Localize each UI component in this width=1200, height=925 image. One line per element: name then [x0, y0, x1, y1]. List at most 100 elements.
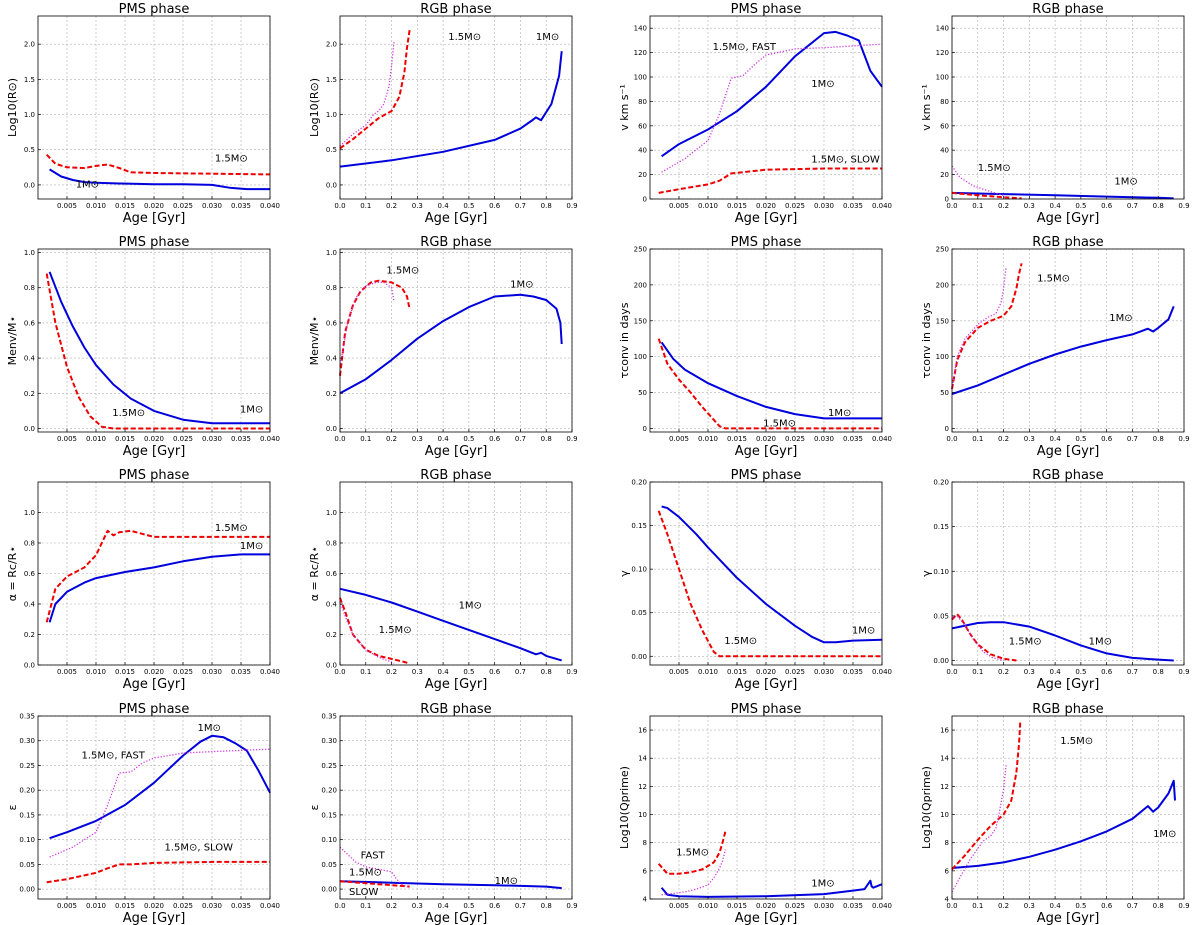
chart-title: PMS phase	[119, 702, 190, 717]
y-tick-label: 0.0	[24, 425, 35, 433]
x-tick-label: 0.005	[57, 902, 77, 910]
y-tick-label: 80	[940, 98, 949, 106]
y-tick-label: 80	[638, 98, 647, 106]
y-tick-label: 0.15	[933, 523, 949, 531]
x-tick-label: 0.005	[669, 902, 689, 910]
chart-title: RGB phase	[420, 235, 491, 250]
y-tick-label: 0.10	[933, 568, 949, 576]
x-tick-label: 0.2	[998, 902, 1009, 910]
y-tick-label: 0	[643, 196, 647, 204]
x-tick-label: 0.020	[756, 435, 776, 443]
x-tick-label: 0.010	[86, 202, 106, 210]
y-tick-label: 1.5	[24, 76, 35, 84]
series-line-solid	[49, 734, 271, 840]
x-tick-label: 0.2	[386, 202, 397, 210]
x-tick-label: 0.025	[785, 202, 805, 210]
series-line-solid	[951, 621, 1174, 662]
x-tick-label: 0.005	[57, 202, 77, 210]
x-axis-label: Age [Gyr]	[1037, 911, 1100, 925]
x-tick-label: 0.8	[1153, 202, 1164, 210]
x-tick-label: 0.3	[412, 668, 423, 676]
chart-panel-13: 0.005 0.010 0.015 0.020 0.025 0.030 0.035 0.040…	[6, 702, 280, 925]
series-line-solid	[661, 505, 883, 644]
series-line-solid	[48, 553, 270, 623]
series-line-solid	[48, 271, 270, 425]
x-tick-label: 0.6	[489, 202, 501, 210]
y-tick-label: 10	[638, 811, 647, 819]
annotation-label: 1M⊙	[1109, 313, 1132, 324]
x-tick-label: 0.030	[202, 668, 222, 676]
x-tick-label: 0.7	[515, 902, 526, 910]
y-tick-label: 20	[638, 171, 647, 179]
x-tick-label: 0.035	[843, 902, 863, 910]
y-tick-label: 0.2	[24, 631, 35, 639]
y-tick-label: 0.0	[326, 662, 337, 670]
chart-title: RGB phase	[1032, 468, 1103, 483]
x-tick-label: 0.4	[438, 668, 450, 676]
y-tick-label: 140	[634, 25, 647, 33]
annotation-label: 1M⊙	[240, 541, 263, 552]
y-tick-label: 8	[945, 839, 949, 847]
y-tick-label: 40	[940, 147, 949, 155]
y-tick-label: 0.2	[326, 631, 337, 639]
chart-title: PMS phase	[119, 2, 190, 17]
axes-frame	[339, 15, 573, 200]
x-tick-label: 0.8	[541, 435, 552, 443]
y-tick-label: 0.5	[24, 146, 35, 154]
series-line-dashed	[45, 273, 270, 430]
y-tick-label: 100	[634, 353, 647, 361]
y-tick-label: 0.6	[326, 319, 338, 327]
x-tick-label: 0.9	[566, 902, 577, 910]
x-tick-label: 0.6	[489, 435, 501, 443]
x-tick-label: 0.020	[144, 202, 164, 210]
x-tick-label: 0.020	[144, 435, 164, 443]
x-tick-label: 0.040	[260, 668, 280, 676]
chart-panel-5: 0.005 0.010 0.015 0.020 0.025 0.030 0.035 0.040…	[6, 235, 280, 459]
series-line-dotted	[951, 266, 1007, 390]
annotation-label: 1M⊙	[1089, 636, 1112, 647]
x-tick-label: 0.0	[946, 902, 957, 910]
chart-panel-1: 0.005 0.010 0.015 0.020 0.025 0.030 0.035 0.040…	[6, 2, 280, 226]
series-line-solid	[660, 879, 883, 898]
y-tick-label: 4	[643, 896, 648, 904]
series-line-solid	[951, 779, 1176, 869]
y-tick-label: 12	[638, 783, 647, 791]
x-tick-label: 0.3	[1024, 902, 1035, 910]
y-tick-label: 0.20	[933, 479, 949, 487]
annotation-label: 1.5M⊙, FAST	[713, 42, 777, 53]
chart-panel-4: 0.0 0.1 0.2 0.3 0.4 0.5 0.6 0.7 0.8 0.9 0 20 40 60 80 1…	[920, 2, 1190, 226]
x-tick-label: 0.7	[515, 668, 526, 676]
x-tick-label: 0.6	[1101, 202, 1113, 210]
series-line-dashed	[339, 29, 411, 150]
chart-panel-2: 0.0 0.1 0.2 0.3 0.4 0.5 0.6 0.7 0.8 0.9 0.0 0.5 1.0 1…	[308, 2, 578, 226]
chart-panel-10: 0.0 0.1 0.2 0.3 0.4 0.5 0.6 0.7 0.8 0.9 0.0 0.2 0.4 0…	[308, 468, 578, 692]
x-tick-label: 0.020	[144, 668, 164, 676]
series-line-dashed	[657, 831, 727, 875]
y-axis-label: τconv in days	[920, 302, 933, 378]
y-tick-label: 150	[634, 317, 647, 325]
chart-title: RGB phase	[420, 702, 491, 717]
chart-title: PMS phase	[731, 468, 802, 483]
series-line-solid	[339, 880, 562, 890]
chart-panel-3: 0.005 0.010 0.015 0.020 0.025 0.030 0.035 0.040…	[618, 2, 892, 226]
y-tick-label: 50	[940, 389, 949, 397]
x-tick-label: 0.005	[669, 202, 689, 210]
x-tick-label: 0.010	[698, 202, 718, 210]
x-tick-label: 0.010	[86, 902, 106, 910]
x-axis-label: Age [Gyr]	[123, 211, 186, 226]
x-tick-label: 0.0	[946, 202, 957, 210]
axes-frame	[37, 15, 271, 200]
y-axis-label: v km s⁻¹	[920, 84, 933, 131]
y-axis-label: α = Rc/R⋆	[308, 546, 321, 601]
x-tick-label: 0.025	[173, 902, 193, 910]
annotation-label: 1.5M⊙, FAST	[82, 751, 146, 762]
y-tick-label: 0.05	[321, 861, 337, 869]
y-tick-label: 60	[940, 122, 949, 130]
x-tick-label: 0.9	[1178, 202, 1189, 210]
annotation-label: 1.5M⊙	[724, 636, 757, 647]
series-line-dashed	[951, 191, 1022, 200]
annotation-label: 1.5M⊙	[1060, 736, 1093, 747]
chart-panel-8: 0.0 0.1 0.2 0.3 0.4 0.5 0.6 0.7 0.8 0.9 0 50 100 150 2…	[920, 235, 1190, 459]
x-tick-label: 0.035	[231, 902, 251, 910]
chart-title: RGB phase	[420, 468, 491, 483]
